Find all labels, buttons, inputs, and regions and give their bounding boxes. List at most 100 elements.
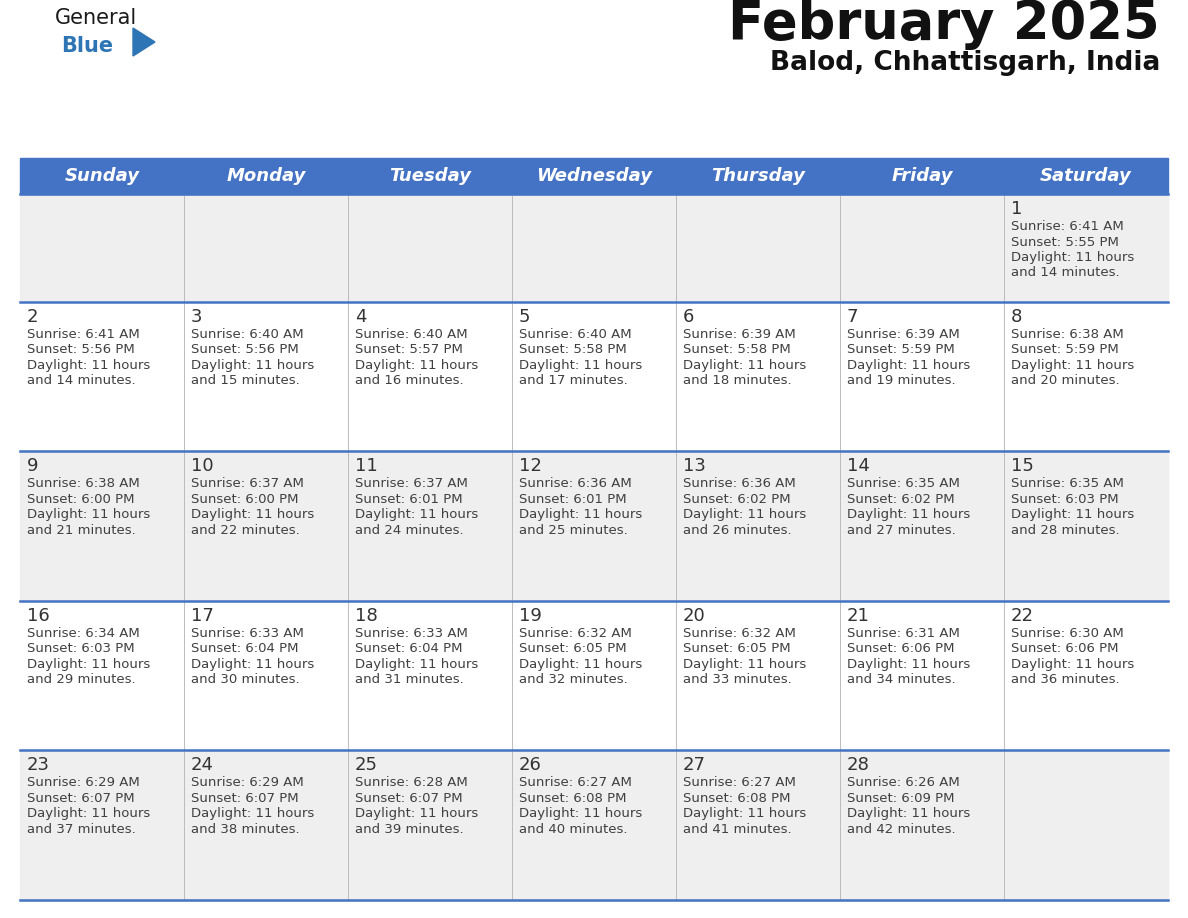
- Text: and 14 minutes.: and 14 minutes.: [27, 375, 135, 387]
- Text: 12: 12: [519, 457, 542, 476]
- Text: Daylight: 11 hours: Daylight: 11 hours: [519, 658, 643, 671]
- Text: 16: 16: [27, 607, 50, 625]
- Text: Sunrise: 6:36 AM: Sunrise: 6:36 AM: [683, 477, 796, 490]
- Text: Daylight: 11 hours: Daylight: 11 hours: [1011, 359, 1135, 372]
- Text: Sunset: 6:05 PM: Sunset: 6:05 PM: [683, 643, 791, 655]
- Text: Sunrise: 6:38 AM: Sunrise: 6:38 AM: [27, 477, 140, 490]
- Text: 5: 5: [519, 308, 531, 326]
- Text: and 36 minutes.: and 36 minutes.: [1011, 673, 1119, 687]
- Text: Sunrise: 6:26 AM: Sunrise: 6:26 AM: [847, 777, 960, 789]
- Text: Sunset: 5:56 PM: Sunset: 5:56 PM: [191, 343, 298, 356]
- Text: and 16 minutes.: and 16 minutes.: [355, 375, 463, 387]
- Bar: [20, 601, 1168, 750]
- Text: Daylight: 11 hours: Daylight: 11 hours: [27, 808, 150, 821]
- Text: 26: 26: [519, 756, 542, 775]
- Text: Sunset: 5:56 PM: Sunset: 5:56 PM: [27, 343, 134, 356]
- Text: and 29 minutes.: and 29 minutes.: [27, 673, 135, 687]
- Text: Sunset: 5:58 PM: Sunset: 5:58 PM: [683, 343, 791, 356]
- Text: Daylight: 11 hours: Daylight: 11 hours: [683, 509, 807, 521]
- Text: Sunset: 5:58 PM: Sunset: 5:58 PM: [519, 343, 627, 356]
- Text: Sunset: 6:07 PM: Sunset: 6:07 PM: [191, 792, 298, 805]
- Bar: [20, 452, 1168, 601]
- Text: Sunrise: 6:39 AM: Sunrise: 6:39 AM: [683, 328, 796, 341]
- Text: 7: 7: [847, 308, 859, 326]
- Text: Daylight: 11 hours: Daylight: 11 hours: [519, 808, 643, 821]
- Text: Sunset: 6:05 PM: Sunset: 6:05 PM: [519, 643, 626, 655]
- Text: Friday: Friday: [891, 167, 953, 185]
- Text: and 15 minutes.: and 15 minutes.: [191, 375, 299, 387]
- Text: Sunrise: 6:37 AM: Sunrise: 6:37 AM: [191, 477, 304, 490]
- Text: Daylight: 11 hours: Daylight: 11 hours: [191, 808, 315, 821]
- Text: Blue: Blue: [61, 36, 113, 56]
- Text: Sunrise: 6:41 AM: Sunrise: 6:41 AM: [1011, 220, 1124, 233]
- Text: February 2025: February 2025: [728, 0, 1159, 50]
- Text: and 20 minutes.: and 20 minutes.: [1011, 375, 1119, 387]
- Text: Sunrise: 6:29 AM: Sunrise: 6:29 AM: [191, 777, 304, 789]
- Text: Wednesday: Wednesday: [536, 167, 652, 185]
- Text: Sunset: 6:07 PM: Sunset: 6:07 PM: [355, 792, 462, 805]
- Text: 14: 14: [847, 457, 870, 476]
- Text: 20: 20: [683, 607, 706, 625]
- Text: Sunset: 6:02 PM: Sunset: 6:02 PM: [847, 493, 955, 506]
- Text: and 38 minutes.: and 38 minutes.: [191, 823, 299, 836]
- Text: 22: 22: [1011, 607, 1034, 625]
- Text: 17: 17: [191, 607, 214, 625]
- Text: Daylight: 11 hours: Daylight: 11 hours: [847, 808, 971, 821]
- Text: Sunrise: 6:30 AM: Sunrise: 6:30 AM: [1011, 627, 1124, 640]
- Text: Daylight: 11 hours: Daylight: 11 hours: [1011, 658, 1135, 671]
- Text: 21: 21: [847, 607, 870, 625]
- Text: Sunrise: 6:40 AM: Sunrise: 6:40 AM: [355, 328, 468, 341]
- Text: Sunset: 6:06 PM: Sunset: 6:06 PM: [847, 643, 954, 655]
- Text: Sunset: 6:08 PM: Sunset: 6:08 PM: [683, 792, 790, 805]
- Text: and 33 minutes.: and 33 minutes.: [683, 673, 791, 687]
- Text: 24: 24: [191, 756, 214, 775]
- Text: and 25 minutes.: and 25 minutes.: [519, 524, 627, 537]
- Bar: [20, 158, 1168, 194]
- Text: 1: 1: [1011, 200, 1023, 218]
- Text: Daylight: 11 hours: Daylight: 11 hours: [683, 808, 807, 821]
- Text: Sunrise: 6:40 AM: Sunrise: 6:40 AM: [519, 328, 632, 341]
- Text: 10: 10: [191, 457, 214, 476]
- Text: Sunrise: 6:27 AM: Sunrise: 6:27 AM: [683, 777, 796, 789]
- Text: and 37 minutes.: and 37 minutes.: [27, 823, 135, 836]
- Text: Sunset: 5:55 PM: Sunset: 5:55 PM: [1011, 236, 1119, 249]
- Text: Sunset: 6:08 PM: Sunset: 6:08 PM: [519, 792, 626, 805]
- Text: 15: 15: [1011, 457, 1034, 476]
- Text: 27: 27: [683, 756, 706, 775]
- Text: Sunrise: 6:38 AM: Sunrise: 6:38 AM: [1011, 328, 1124, 341]
- Text: Sunrise: 6:31 AM: Sunrise: 6:31 AM: [847, 627, 960, 640]
- Bar: [20, 302, 1168, 452]
- Text: General: General: [55, 8, 138, 28]
- Text: Sunset: 6:04 PM: Sunset: 6:04 PM: [355, 643, 462, 655]
- Text: Sunrise: 6:29 AM: Sunrise: 6:29 AM: [27, 777, 140, 789]
- Text: Daylight: 11 hours: Daylight: 11 hours: [355, 509, 479, 521]
- Bar: [20, 194, 1168, 302]
- Text: Daylight: 11 hours: Daylight: 11 hours: [683, 359, 807, 372]
- Text: 3: 3: [191, 308, 202, 326]
- Text: Tuesday: Tuesday: [388, 167, 470, 185]
- Text: Sunday: Sunday: [64, 167, 139, 185]
- Text: and 17 minutes.: and 17 minutes.: [519, 375, 627, 387]
- Text: 13: 13: [683, 457, 706, 476]
- Text: Monday: Monday: [226, 167, 305, 185]
- Text: 25: 25: [355, 756, 378, 775]
- Text: and 26 minutes.: and 26 minutes.: [683, 524, 791, 537]
- Text: 28: 28: [847, 756, 870, 775]
- Text: and 39 minutes.: and 39 minutes.: [355, 823, 463, 836]
- Text: Daylight: 11 hours: Daylight: 11 hours: [191, 359, 315, 372]
- Text: Daylight: 11 hours: Daylight: 11 hours: [519, 509, 643, 521]
- Text: Sunrise: 6:41 AM: Sunrise: 6:41 AM: [27, 328, 140, 341]
- Text: 23: 23: [27, 756, 50, 775]
- Text: Daylight: 11 hours: Daylight: 11 hours: [355, 658, 479, 671]
- Text: Balod, Chhattisgarh, India: Balod, Chhattisgarh, India: [770, 50, 1159, 76]
- Text: Daylight: 11 hours: Daylight: 11 hours: [1011, 251, 1135, 264]
- Text: and 32 minutes.: and 32 minutes.: [519, 673, 627, 687]
- Text: Daylight: 11 hours: Daylight: 11 hours: [847, 509, 971, 521]
- Text: Sunrise: 6:35 AM: Sunrise: 6:35 AM: [1011, 477, 1124, 490]
- Text: 2: 2: [27, 308, 38, 326]
- Text: Sunset: 6:01 PM: Sunset: 6:01 PM: [355, 493, 462, 506]
- Text: and 18 minutes.: and 18 minutes.: [683, 375, 791, 387]
- Text: Daylight: 11 hours: Daylight: 11 hours: [27, 658, 150, 671]
- Text: Daylight: 11 hours: Daylight: 11 hours: [27, 509, 150, 521]
- Text: Sunset: 6:02 PM: Sunset: 6:02 PM: [683, 493, 791, 506]
